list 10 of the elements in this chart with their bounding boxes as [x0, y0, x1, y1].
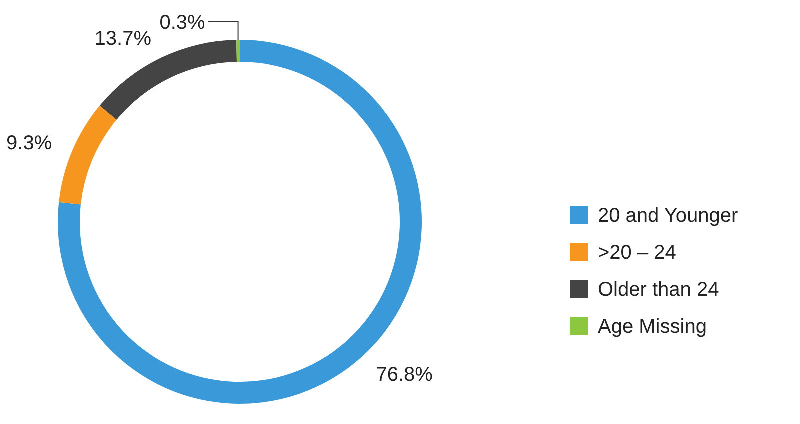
legend-label: Older than 24 — [598, 279, 720, 301]
data-label: 76.8% — [376, 364, 434, 386]
data-label: 9.3% — [6, 132, 52, 155]
donut-slice — [236, 40, 240, 62]
legend-label: >20 – 24 — [598, 242, 676, 264]
donut-slice — [59, 106, 117, 205]
legend-label: Age Missing — [598, 316, 707, 338]
legend-label: 20 and Younger — [598, 205, 738, 227]
data-label: 0.3% — [160, 12, 206, 34]
data-label: 13.7% — [94, 28, 152, 50]
